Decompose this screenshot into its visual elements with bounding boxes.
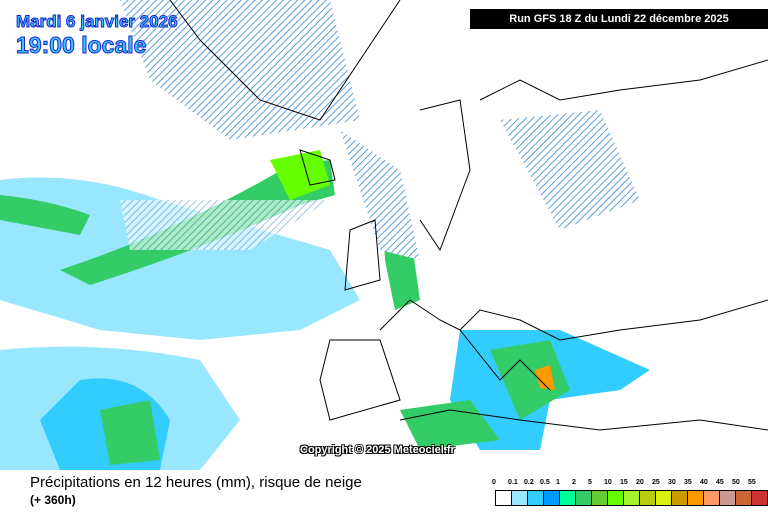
legend-swatch bbox=[736, 491, 752, 505]
precip-areas bbox=[0, 0, 650, 470]
legend-swatch bbox=[720, 491, 736, 505]
legend-label: 0.2 bbox=[524, 479, 534, 486]
legend-swatch bbox=[688, 491, 704, 505]
legend-label: 0 bbox=[492, 479, 496, 486]
legend-label: 30 bbox=[668, 479, 676, 486]
legend-label: 45 bbox=[716, 479, 724, 486]
map-title: Précipitations en 12 heures (mm), risque… bbox=[30, 474, 362, 491]
legend-label: 55 bbox=[748, 479, 756, 486]
forecast-date: Mardi 6 janvier 2026 bbox=[16, 12, 179, 32]
legend-label: 25 bbox=[652, 479, 660, 486]
legend-label: 2 bbox=[572, 479, 576, 486]
legend-swatch bbox=[640, 491, 656, 505]
legend-label: 0.1 bbox=[508, 479, 518, 486]
legend-swatch bbox=[560, 491, 576, 505]
legend-labels: 0 0.1 0.2 0.5 1 2 5 10 15 20 25 30 35 40 45 50 55 bbox=[490, 479, 760, 489]
legend-swatch bbox=[624, 491, 640, 505]
legend-swatch bbox=[608, 491, 624, 505]
run-info: Run GFS 18 Z du Lundi 22 décembre 2025 bbox=[470, 9, 768, 29]
legend-swatch bbox=[496, 491, 512, 505]
legend-swatch bbox=[672, 491, 688, 505]
legend-label: 5 bbox=[588, 479, 592, 486]
legend-label: 1 bbox=[556, 479, 560, 486]
legend-swatch bbox=[656, 491, 672, 505]
color-legend bbox=[495, 490, 768, 506]
legend-label: 50 bbox=[732, 479, 740, 486]
legend-swatch bbox=[512, 491, 528, 505]
legend-label: 0.5 bbox=[540, 479, 550, 486]
map-subtitle: (+ 360h) bbox=[30, 493, 76, 507]
legend-swatch bbox=[752, 491, 767, 505]
legend-label: 15 bbox=[620, 479, 628, 486]
legend-swatch bbox=[592, 491, 608, 505]
legend-swatch bbox=[576, 491, 592, 505]
forecast-time: 19:00 locale bbox=[15, 32, 147, 59]
precipitation-map bbox=[0, 0, 768, 470]
legend-label: 40 bbox=[700, 479, 708, 486]
coastlines bbox=[169, 0, 768, 431]
legend-swatch bbox=[544, 491, 560, 505]
legend-swatch bbox=[528, 491, 544, 505]
legend-swatch bbox=[704, 491, 720, 505]
legend-label: 20 bbox=[636, 479, 644, 486]
copyright: Copyright © 2025 Meteociel.fr bbox=[300, 444, 455, 456]
legend-label: 10 bbox=[604, 479, 612, 486]
legend-label: 35 bbox=[684, 479, 692, 486]
